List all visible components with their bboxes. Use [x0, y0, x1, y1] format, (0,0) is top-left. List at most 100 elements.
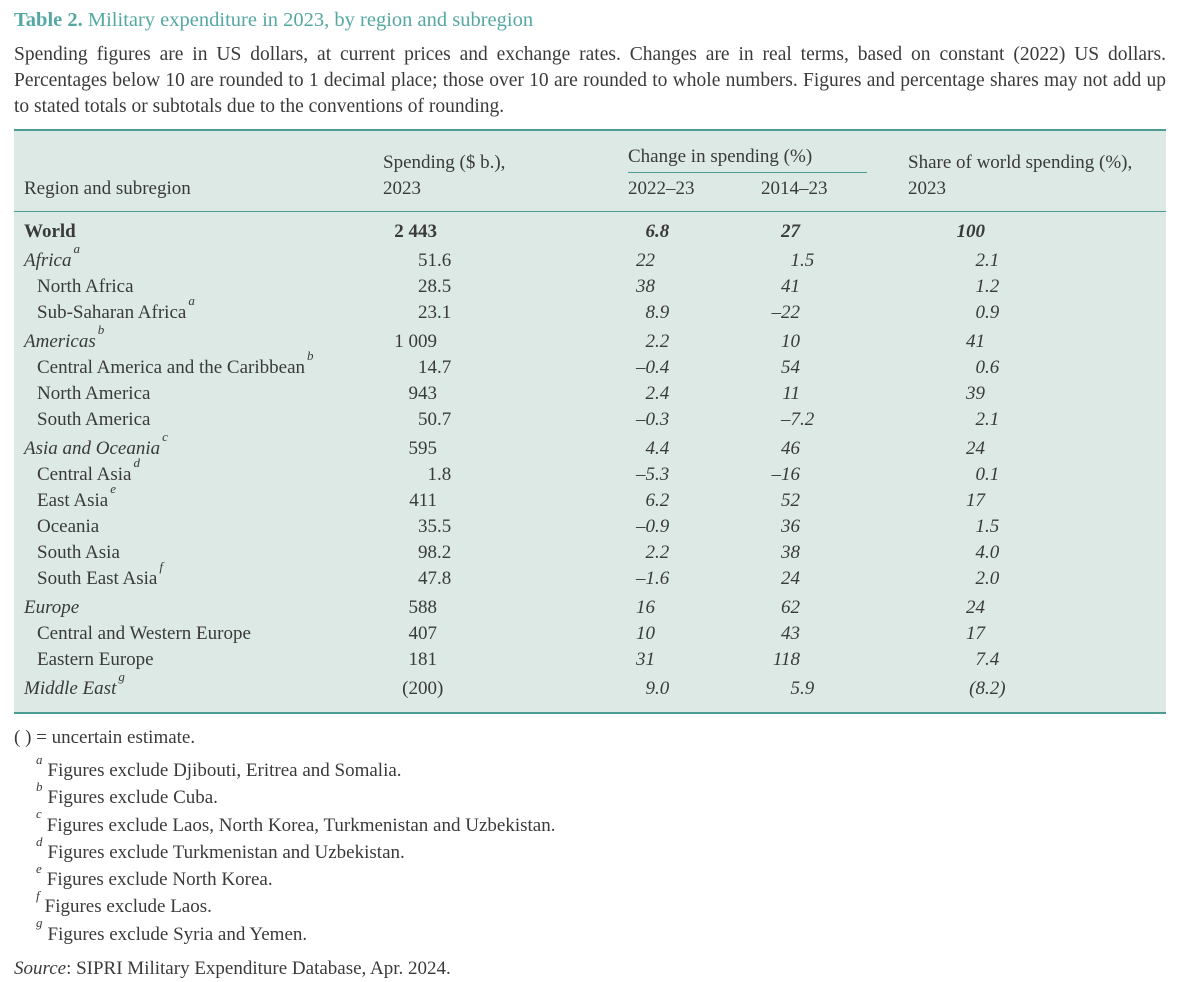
- cell-spending: 411: [409, 490, 437, 511]
- row-label: Central Asiad: [37, 454, 140, 485]
- row-label: North Africa: [37, 276, 134, 297]
- cell-spending: 14.7: [418, 357, 452, 378]
- row-label: Africaa: [24, 240, 80, 271]
- cell-share: 1.5: [975, 516, 1000, 537]
- cell-change-2022-23: –0.3: [636, 409, 670, 430]
- cell-change-2022-23: 2.2: [645, 331, 670, 352]
- cell-share: 41: [966, 331, 985, 352]
- cell-change-2014-23: 10: [781, 331, 800, 352]
- cell-share: 0.1: [975, 464, 1000, 485]
- cell-spending: 2 443: [394, 221, 437, 242]
- footnote-uncertain-estimate: ( ) = uncertain estimate.: [14, 727, 196, 748]
- column-header-share: Share of world spending (%), 2023: [908, 152, 1133, 199]
- cell-change-2022-23: 2.2: [645, 542, 670, 563]
- cell-share: (8.2): [969, 678, 1006, 699]
- footnote-marker: e: [110, 480, 117, 496]
- cell-change-2022-23: 22: [636, 250, 655, 271]
- cell-change-2022-23: 10: [636, 623, 655, 644]
- cell-spending: 98.2: [418, 542, 452, 563]
- row-label: South East Asiaf: [37, 558, 163, 589]
- cell-share: 39: [966, 383, 985, 404]
- cell-change-2014-23: 38: [781, 542, 800, 563]
- footnote-list: aFigures exclude Djibouti, Eritrea and S…: [14, 753, 1166, 948]
- cell-spending: 35.5: [418, 516, 452, 537]
- cell-change-2014-23: 118: [772, 649, 800, 670]
- cell-change-2014-23: –7.2: [781, 409, 815, 430]
- cell-spending: 23.1: [418, 302, 452, 323]
- footnote-item: bFigures exclude Cuba.: [36, 778, 218, 809]
- cell-change-2014-23: 43: [781, 623, 800, 644]
- cell-change-2022-23: 6.8: [645, 221, 670, 242]
- row-label: World: [24, 221, 76, 242]
- cell-change-2022-23: 31: [636, 649, 655, 670]
- cell-spending: 595: [408, 438, 438, 459]
- cell-share: 2.1: [975, 250, 1000, 271]
- footnote-marker: b: [36, 778, 43, 794]
- cell-change-2014-23: 5.9: [790, 678, 815, 699]
- cell-change-2022-23: 38: [636, 276, 655, 297]
- cell-share: 7.4: [975, 649, 1000, 670]
- table-title: Table 2. Military expenditure in 2023, b…: [14, 7, 1166, 33]
- cell-change-2022-23: 6.2: [645, 490, 670, 511]
- table-body: World 2 443 6.8 27 100 Africaa 51.6 22 1.5 2.1 Nor…: [14, 212, 1166, 712]
- table-row: East Asiae 411 6.2 52 17: [14, 480, 1166, 514]
- footnotes: ( ) = uncertain estimate. aFigures exclu…: [14, 725, 1166, 982]
- cell-share: 1.2: [975, 276, 1000, 297]
- table-row: Eastern Europe 181 31 118 7.4: [14, 647, 1166, 673]
- source-label: Source: [14, 958, 67, 980]
- cell-share: 2.1: [975, 409, 1000, 430]
- table-number: Table 2.: [14, 9, 83, 31]
- cell-change-2014-23: 62: [781, 597, 800, 618]
- footnote-marker: f: [159, 558, 163, 574]
- footnote-marker: e: [36, 860, 42, 876]
- cell-change-2014-23: 46: [781, 438, 800, 459]
- footnote-marker: a: [73, 240, 81, 256]
- table-title-text: Military expenditure in 2023, by region …: [87, 9, 534, 31]
- cell-share: 0.6: [975, 357, 1000, 378]
- footnote-marker: a: [188, 292, 195, 308]
- cell-change-2014-23: 41: [781, 276, 800, 297]
- row-label: Middle Eastg: [24, 668, 125, 699]
- cell-share: 17: [966, 623, 985, 644]
- cell-share: 24: [966, 438, 985, 459]
- cell-spending: 47.8: [418, 568, 452, 589]
- table-row: Oceania 35.5 –0.9 36 1.5: [14, 514, 1166, 540]
- row-label: Sub-Saharan Africaa: [37, 292, 195, 323]
- table-row: South America 50.7 –0.3 –7.2 2.1: [14, 407, 1166, 433]
- row-label: Central and Western Europe: [37, 623, 251, 644]
- cell-share: 17: [966, 490, 985, 511]
- cell-share: 4.0: [975, 542, 1000, 563]
- cell-change-2022-23: 9.0: [645, 678, 670, 699]
- row-label: Eastern Europe: [37, 649, 154, 670]
- cell-spending: 1 009: [394, 331, 437, 352]
- table-row: Asia and Oceaniac 595 4.4 46 24: [14, 430, 1166, 462]
- row-label: Oceania: [37, 516, 100, 537]
- table-row: North Africa 28.5 38 41 1.2: [14, 274, 1166, 300]
- column-header-spending: Spending ($ b.), 2023: [383, 152, 506, 199]
- footnote-item: fFigures exclude Laos.: [36, 888, 212, 918]
- cell-spending: 28.5: [418, 276, 452, 297]
- table-row: South Asia 98.2 2.2 38 4.0: [14, 540, 1166, 566]
- table-row: South East Asiaf 47.8 –1.6 24 2.0: [14, 558, 1166, 592]
- table-header: Region and subregion Spending ($ b.), 20…: [14, 131, 1166, 212]
- column-header-2014-23: 2014–23: [761, 178, 828, 199]
- footnote-marker: g: [118, 668, 125, 684]
- cell-change-2014-23: 36: [781, 516, 800, 537]
- cell-change-2014-23: –22: [771, 302, 801, 323]
- cell-share: 0.9: [975, 302, 1000, 323]
- cell-change-2022-23: –0.9: [636, 516, 670, 537]
- footnote-marker: b: [97, 321, 105, 337]
- cell-change-2014-23: 11: [782, 383, 800, 404]
- table-row: Africaa 51.6 22 1.5 2.1: [14, 240, 1166, 274]
- row-label: South Asia: [37, 542, 120, 563]
- cell-change-2022-23: –1.6: [636, 568, 670, 589]
- cell-change-2022-23: 2.4: [645, 383, 670, 404]
- cell-spending: 943: [408, 383, 438, 404]
- cell-change-2022-23: –0.4: [636, 357, 670, 378]
- footnote-marker: c: [36, 806, 42, 822]
- row-label: East Asiae: [37, 480, 117, 511]
- footnote-marker: c: [162, 428, 168, 444]
- footnote-marker: d: [133, 454, 140, 470]
- cell-change-2022-23: 4.4: [645, 438, 670, 459]
